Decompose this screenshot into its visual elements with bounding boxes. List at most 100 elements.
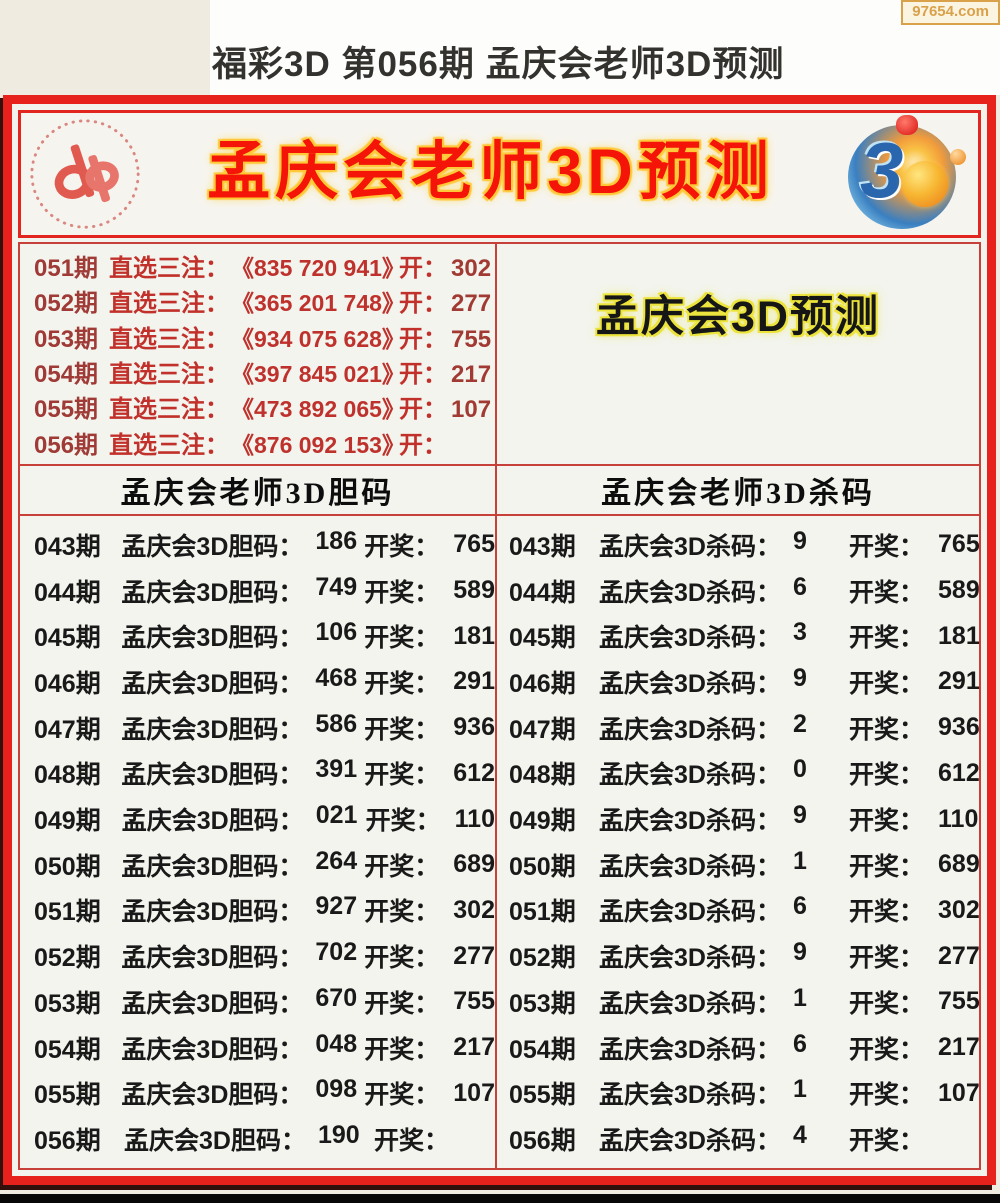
issue-label: 052期 [34,290,99,318]
code-row: 052期 孟庆会3D杀码： 9 开奖： 277 [509,938,980,974]
code-label: 孟庆会3D杀码： [599,1081,781,1110]
open-label: 开奖： [364,1081,440,1110]
watermark-link[interactable]: 97654.com [901,0,1000,25]
open-label: 开奖： [364,1035,440,1064]
code-row: 046期 孟庆会3D胆码： 468 开奖： 291 [34,664,495,700]
code-label: 孟庆会3D杀码： [599,898,781,927]
predicted-numbers: 《365 201 748》 [231,290,405,317]
open-label: 开： [399,290,447,318]
code-mid: 孟庆会3D胆码： 586 [121,710,364,746]
code-label: 孟庆会3D胆码： [121,1081,304,1110]
predicted-numbers: 《934 075 628》 [231,325,405,352]
code-mid: 孟庆会3D杀码： 0 [599,755,849,791]
pick-type-label: 直选三注： [109,325,229,353]
3d-lottery-logo-icon: 3 [838,115,974,233]
code-mid: 孟庆会3D杀码： 1 [599,1075,849,1111]
code-mid: 孟庆会3D杀码： 3 [599,618,849,654]
draw-result: 302 [451,255,492,283]
open-label: 开奖： [849,715,925,744]
issue-label: 054期 [34,361,99,389]
code-label: 孟庆会3D胆码： [121,578,304,607]
sha-code-value: 6 [792,892,807,921]
sha-code-value: 1 [792,1075,807,1104]
issue-label: 045期 [509,624,576,653]
code-label: 孟庆会3D杀码： [599,578,781,607]
draw-result: 755 [938,987,980,1016]
open-label: 开奖： [364,624,440,653]
issue-label: 043期 [34,532,101,561]
draw-result: 291 [453,667,495,696]
code-mid: 孟庆会3D杀码： 6 [599,892,849,928]
code-mid: 孟庆会3D胆码： 048 [121,1030,364,1066]
dan-code-value: 586 [315,709,358,738]
code-row: 053期 孟庆会3D杀码： 1 开奖： 755 [509,984,980,1020]
sha-code-value: 2 [792,709,807,738]
draw-result: 936 [938,713,980,742]
code-mid: 孟庆会3D胆码： 391 [121,755,364,791]
code-row: 045期 孟庆会3D杀码： 3 开奖： 181 [509,618,980,654]
open-label: 开： [399,396,447,424]
open-label: 开： [399,325,447,353]
code-row: 051期 孟庆会3D胆码： 927 开奖： 302 [34,892,495,928]
code-row: 048期 孟庆会3D杀码： 0 开奖： 612 [509,755,980,791]
code-mid: 孟庆会3D杀码： 9 [599,664,849,700]
code-mid: 孟庆会3D杀码： 6 [599,573,849,609]
column-header-row: 孟庆会老师3D胆码 孟庆会老师3D杀码 [20,464,979,516]
issue-label: 048期 [34,761,101,790]
code-row: 044期 孟庆会3D胆码： 749 开奖： 589 [34,573,495,609]
code-label: 孟庆会3D胆码： [121,624,304,653]
code-mid: 孟庆会3D杀码： 6 [599,1030,849,1066]
code-label: 孟庆会3D杀码： [599,624,781,653]
prediction-row: 053期 直选三注： 《934 075 628》 开： 755 [34,319,495,354]
3d-logo-crest-icon [896,115,918,135]
issue-label: 051期 [509,898,576,927]
open-label: 开奖： [849,1035,925,1064]
code-mid: 孟庆会3D胆码： 190 [124,1121,374,1157]
issue-label: 055期 [34,396,99,424]
code-row: 045期 孟庆会3D胆码： 106 开奖： 181 [34,618,495,654]
code-label: 孟庆会3D杀码： [599,1035,781,1064]
code-row: 044期 孟庆会3D杀码： 6 开奖： 589 [509,573,980,609]
code-label: 孟庆会3D胆码： [121,944,304,973]
sha-code-value: 0 [792,755,807,784]
code-label: 孟庆会3D杀码： [599,944,781,973]
dan-code-value: 927 [315,892,358,921]
sha-code-value: 6 [792,1029,807,1058]
code-row: 050期 孟庆会3D胆码： 264 开奖： 689 [34,847,495,883]
issue-label: 044期 [34,578,101,607]
sha-code-value: 4 [792,1120,807,1149]
code-row: 049期 孟庆会3D胆码： 021 开奖： 110 [34,801,495,837]
code-row: 047期 孟庆会3D杀码： 2 开奖： 936 [509,710,980,746]
code-mid: 孟庆会3D胆码： 264 [121,847,364,883]
predicted-numbers: 《473 892 065》 [231,396,405,423]
draw-result: 181 [453,621,495,650]
code-mid: 孟庆会3D胆码： 468 [121,664,364,700]
code-row: 049期 孟庆会3D杀码： 9 开奖： 110 [509,801,980,837]
issue-label: 054期 [34,1035,101,1064]
code-row: 048期 孟庆会3D胆码： 391 开奖： 612 [34,755,495,791]
pick-type-label: 直选三注： [109,396,229,424]
dan-code-value: 048 [315,1029,358,1058]
code-row: 055期 孟庆会3D杀码： 1 开奖： 107 [509,1075,980,1111]
dan-code-value: 264 [315,846,358,875]
banner-title: 孟庆会老师3D预测 [207,136,774,207]
prediction-row: 052期 直选三注： 《365 201 748》 开： 277 [34,283,495,318]
draw-result: 612 [453,758,495,787]
sha-code-value: 9 [792,663,807,692]
open-label: 开奖： [849,852,925,881]
draw-result: 302 [938,895,980,924]
code-mid: 孟庆会3D胆码： 670 [121,984,364,1020]
dan-code-value: 106 [315,618,358,647]
code-label: 孟庆会3D杀码： [599,989,781,1018]
code-row: 055期 孟庆会3D胆码： 098 开奖： 107 [34,1075,495,1111]
code-mid: 孟庆会3D胆码： 021 [122,801,366,837]
code-label: 孟庆会3D杀码： [599,669,781,698]
predictions-list: 051期 直选三注： 《835 720 941》 开： 302 052期 直选三注： 《365… [20,244,497,464]
open-label: 开奖： [364,578,440,607]
sha-code-value: 3 [792,618,807,647]
open-label: 开奖： [849,1081,925,1110]
code-mid: 孟庆会3D杀码： 4 [599,1121,849,1157]
prediction-board: 孟庆会老师3D预测 3 051期 直选三注： 《835 720 941》 开： 302 0… [3,95,996,1185]
open-label: 开： [399,431,447,459]
open-label: 开奖： [849,624,925,653]
